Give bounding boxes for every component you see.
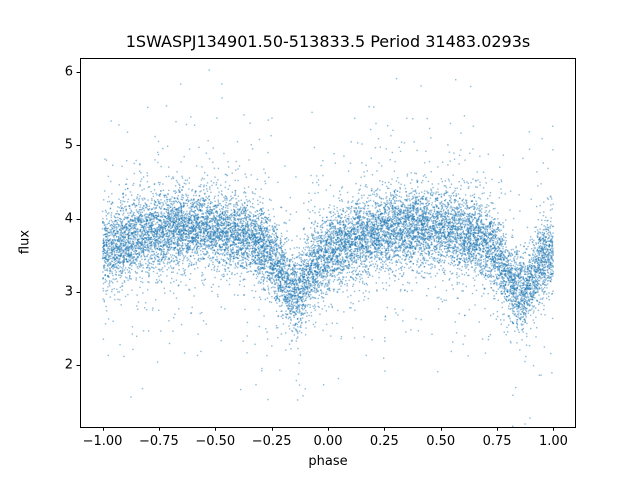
y-tick-label: 5 (64, 137, 73, 153)
x-tick-label: −0.50 (195, 434, 236, 449)
x-tick-label: 1.00 (538, 434, 568, 449)
y-tick-label: 2 (64, 357, 73, 373)
plot-title: 1SWASPJ134901.50-513833.5 Period 31483.0… (125, 32, 531, 51)
y-tick-label: 3 (64, 284, 73, 300)
x-tick-label: −0.75 (138, 434, 179, 449)
x-tick-label: 0.75 (482, 434, 512, 449)
x-tick-label: 0.50 (426, 434, 456, 449)
y-axis-label: flux (17, 229, 33, 255)
x-tick-label: −0.25 (251, 434, 292, 449)
y-tick-label: 6 (64, 64, 73, 80)
x-axis-label: phase (308, 454, 348, 469)
x-tick-label: 0.25 (369, 434, 399, 449)
y-tick-label: 4 (64, 211, 73, 227)
x-tick-label: −1.00 (82, 434, 123, 449)
x-tick-label: 0.00 (313, 434, 343, 449)
